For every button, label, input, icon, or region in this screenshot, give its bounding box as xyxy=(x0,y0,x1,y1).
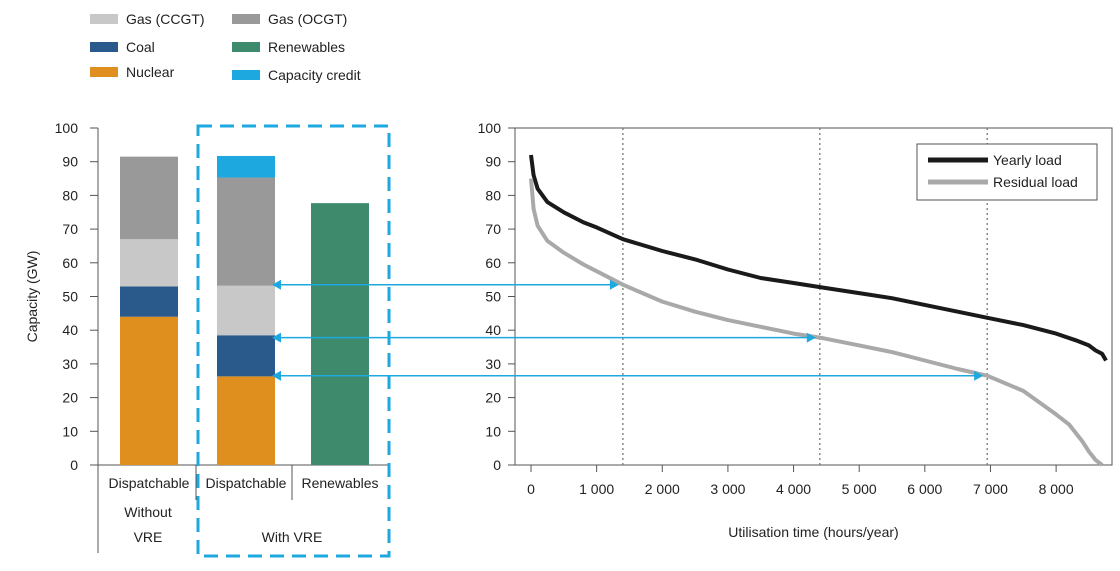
left-y-tick-label: 50 xyxy=(62,289,78,305)
right-y-tick-label: 40 xyxy=(485,322,501,338)
right-x-axis-title: Utilisation time (hours/year) xyxy=(728,524,898,540)
legend-swatch xyxy=(90,14,118,24)
arrow-head xyxy=(272,279,281,290)
legend-label: Capacity credit xyxy=(268,67,361,83)
left-y-tick-label: 40 xyxy=(62,322,78,338)
right-x-tick-label: 5 000 xyxy=(842,481,877,497)
bar-segment xyxy=(217,155,275,178)
bar-segment xyxy=(120,316,178,465)
left-y-tick-label: 10 xyxy=(62,423,78,439)
bar-category-label: Renewables xyxy=(301,475,378,491)
line-legend-label: Residual load xyxy=(993,174,1078,190)
line-legend-box xyxy=(916,143,1098,201)
right-y-tick-label: 100 xyxy=(478,120,502,136)
right-x-tick-label: 6 000 xyxy=(907,481,942,497)
bar-segment xyxy=(217,177,275,286)
left-y-tick-label: 20 xyxy=(62,390,78,406)
load-curve xyxy=(529,154,1108,362)
right-y-tick-label: 90 xyxy=(485,154,501,170)
arrow-head xyxy=(272,332,281,343)
left-y-tick-label: 30 xyxy=(62,356,78,372)
right-y-tick-label: 60 xyxy=(485,255,501,271)
right-y-tick-label: 10 xyxy=(485,423,501,439)
right-x-tick-label: 1 000 xyxy=(579,481,614,497)
legend-swatch xyxy=(232,42,260,52)
right-y-tick-label: 70 xyxy=(485,221,501,237)
legend-swatch xyxy=(90,42,118,52)
bar-category-label: Dispatchable xyxy=(109,475,190,491)
right-y-tick-label: 50 xyxy=(485,289,501,305)
legend-swatch xyxy=(232,14,260,24)
right-x-tick-label: 8 000 xyxy=(1039,481,1074,497)
group-label: With VRE xyxy=(262,529,323,545)
arrow-head xyxy=(272,370,281,381)
left-y-tick-label: 80 xyxy=(62,187,78,203)
right-y-tick-label: 30 xyxy=(485,356,501,372)
left-y-tick-label: 0 xyxy=(70,457,78,473)
left-y-tick-label: 70 xyxy=(62,221,78,237)
arrow-head xyxy=(609,279,619,290)
left-y-axis-title: Capacity (GW) xyxy=(24,251,40,343)
right-x-tick-label: 0 xyxy=(527,481,535,497)
line-legend-label: Yearly load xyxy=(993,152,1062,168)
legend-label: Gas (OCGT) xyxy=(268,11,347,27)
load-curve xyxy=(529,178,1104,467)
right-y-tick-label: 80 xyxy=(485,187,501,203)
legend-swatch xyxy=(232,70,260,80)
right-x-tick-label: 2 000 xyxy=(645,481,680,497)
right-x-tick-label: 7 000 xyxy=(973,481,1008,497)
right-y-tick-label: 20 xyxy=(485,390,501,406)
left-y-tick-label: 60 xyxy=(62,255,78,271)
bar-segment xyxy=(311,203,369,465)
legend-label: Renewables xyxy=(268,39,345,55)
legend-label: Nuclear xyxy=(126,64,175,80)
arrow-head xyxy=(974,370,984,381)
bar-segment xyxy=(217,285,275,336)
with-vre-dashed-box xyxy=(196,124,391,558)
group-label: VRE xyxy=(134,529,163,545)
arrow-head xyxy=(806,332,816,343)
bar-segment xyxy=(120,156,178,240)
left-y-tick-label: 90 xyxy=(62,154,78,170)
legend-label: Coal xyxy=(126,39,155,55)
bar-segment xyxy=(217,376,275,465)
right-y-tick-label: 0 xyxy=(493,457,501,473)
bar-segment xyxy=(217,335,275,377)
group-label: Without xyxy=(124,504,172,520)
right-x-tick-label: 3 000 xyxy=(710,481,745,497)
right-x-tick-label: 4 000 xyxy=(776,481,811,497)
legend-swatch xyxy=(90,67,118,77)
bar-category-label: Dispatchable xyxy=(206,475,287,491)
bar-segment xyxy=(120,239,178,287)
left-y-tick-label: 100 xyxy=(55,120,79,136)
bar-segment xyxy=(120,286,178,317)
legend-label: Gas (CCGT) xyxy=(126,11,205,27)
